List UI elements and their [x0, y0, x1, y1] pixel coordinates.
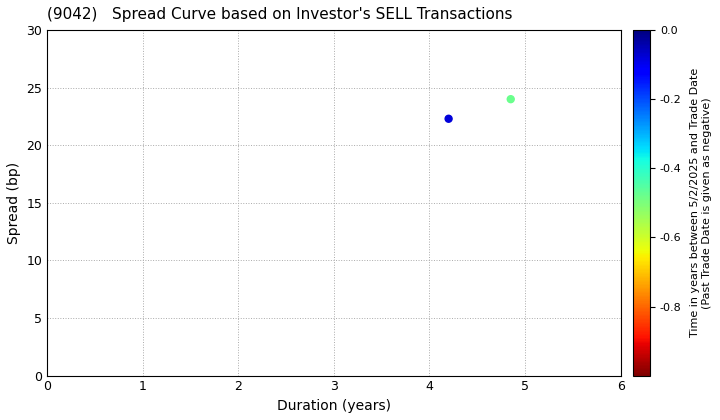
X-axis label: Duration (years): Duration (years)	[277, 399, 391, 413]
Point	[505, 96, 516, 102]
Y-axis label: Time in years between 5/2/2025 and Trade Date
(Past Trade Date is given as negat: Time in years between 5/2/2025 and Trade…	[690, 68, 711, 338]
Text: (9042)   Spread Curve based on Investor's SELL Transactions: (9042) Spread Curve based on Investor's …	[48, 7, 513, 22]
Point	[443, 116, 454, 122]
Y-axis label: Spread (bp): Spread (bp)	[7, 162, 21, 244]
